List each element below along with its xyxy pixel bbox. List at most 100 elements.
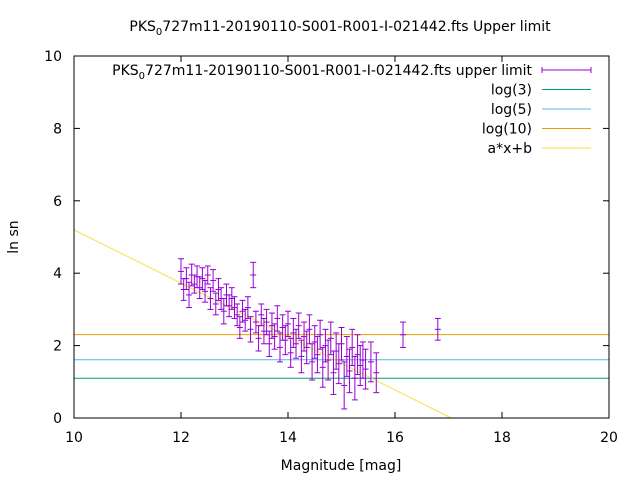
data-point-26 [247, 316, 254, 343]
x-tick-label: 18 [493, 430, 511, 446]
x-tick-label: 16 [386, 430, 404, 446]
data-point-42 [290, 317, 297, 348]
data-point-38 [279, 314, 286, 341]
data-point-47 [303, 330, 310, 365]
data-point-37 [276, 332, 283, 363]
plot-frame [73, 55, 610, 419]
y-tick-label: 8 [53, 121, 62, 137]
title-main: PKS [129, 19, 156, 35]
data-point-43 [293, 328, 300, 359]
legend-entry-0: PKS0727m11-20190110-S001-R001-I-021442.f… [112, 63, 592, 82]
data-point-48 [306, 314, 313, 345]
data-point-24 [242, 308, 249, 332]
data-point-8 [199, 267, 206, 290]
legend-entry-3: log(10) [482, 122, 591, 138]
data-point-33 [266, 330, 273, 357]
data-point-13 [212, 292, 219, 316]
data-point-41 [287, 337, 294, 368]
data-point-35 [271, 323, 278, 350]
svg-text:PKS0727m11-20190110-S001-R001-: PKS0727m11-20190110-S001-R001-I-021442.f… [129, 19, 551, 38]
legend-label-subscript: 0 [139, 71, 145, 82]
y-tick-label: 6 [53, 194, 62, 210]
data-point-16 [220, 298, 227, 325]
data-point-60 [338, 327, 345, 361]
data-point-73 [434, 317, 441, 341]
data-point-29 [255, 325, 262, 352]
data-point-21 [234, 303, 241, 327]
data-point-49 [309, 343, 316, 381]
data-point-32 [263, 308, 270, 336]
legend: PKS0727m11-20190110-S001-R001-I-021442.f… [112, 63, 592, 157]
y-tick-label: 4 [53, 266, 62, 282]
data-point-46 [301, 321, 308, 352]
data-point-66 [354, 334, 361, 376]
data-point-12 [210, 269, 217, 292]
title-subscript: 0 [156, 27, 162, 38]
x-tick-label: 12 [172, 430, 190, 446]
legend-label-rest: 727m11-20190110-S001-R001-I-021442.fts u… [145, 63, 532, 79]
axes: 10 12 14 16 18 20 0 2 4 6 8 10 [44, 49, 618, 446]
data-point-40 [285, 310, 291, 338]
data-point-54 [322, 328, 329, 363]
x-tick-label: 20 [600, 430, 618, 446]
legend-label: log(3) [491, 83, 532, 99]
data-point-3 [186, 281, 193, 309]
data-point-39 [282, 325, 289, 356]
data-point-65 [351, 355, 358, 401]
chart-title: PKS0727m11-20190110-S001-R001-I-021442.f… [129, 19, 551, 38]
title-rest: 727m11-20190110-S001-R001-I-021442.fts U… [162, 19, 551, 35]
data-point-64 [349, 328, 356, 367]
legend-entry-4: a*x+b [488, 141, 591, 157]
data-point-27 [250, 261, 257, 289]
data-point-45 [298, 339, 305, 374]
data-point-23 [239, 299, 246, 323]
legend-entry-2: log(5) [491, 102, 591, 118]
data-point-34 [268, 312, 275, 339]
data-point-36 [274, 305, 281, 332]
x-axis-label: Magnitude [mag] [281, 458, 402, 474]
data-point-14 [215, 278, 222, 301]
legend-label: log(5) [491, 102, 532, 118]
y-tick-label: 2 [53, 339, 62, 355]
data-point-50 [311, 325, 318, 359]
data-point-69 [362, 348, 369, 390]
legend-entry-1: log(3) [491, 83, 591, 99]
data-point-58 [333, 332, 340, 370]
data-point-28 [252, 310, 259, 334]
data-point-25 [244, 296, 251, 319]
data-point-70 [367, 341, 374, 383]
data-point-57 [330, 350, 337, 395]
legend-label: log(10) [482, 122, 532, 138]
data-point-55 [325, 339, 332, 381]
plot-area [74, 229, 609, 418]
data-point-7 [196, 276, 203, 300]
x-tick-label: 10 [65, 430, 83, 446]
plot-contents [74, 229, 609, 418]
data-point-62 [343, 336, 350, 377]
legend-swatch [541, 67, 592, 73]
data-point-59 [335, 343, 342, 385]
data-point-56 [327, 321, 334, 356]
y-tick-label: 0 [53, 411, 62, 427]
data-point-30 [258, 303, 265, 327]
data-point-44 [295, 312, 302, 339]
data-point-71 [373, 352, 380, 394]
data-point-2 [183, 267, 190, 290]
data-point-19 [228, 287, 235, 310]
data-point-0 [178, 258, 184, 285]
data-point-61 [341, 361, 348, 410]
data-point-5 [191, 274, 198, 294]
data-point-52 [317, 319, 324, 350]
fit-line [74, 229, 452, 418]
data-point-63 [346, 348, 353, 394]
y-axis-label: ln sn [6, 220, 22, 253]
data-point-68 [359, 341, 366, 379]
data-point-10 [204, 265, 211, 285]
legend-label: PKS0727m11-20190110-S001-R001-I-021442.f… [112, 63, 532, 82]
x-tick-label: 14 [279, 430, 297, 446]
data-point-72 [400, 321, 407, 348]
data-point-67 [357, 345, 364, 386]
data-point-51 [314, 336, 321, 374]
legend-label-main: PKS [112, 63, 139, 79]
